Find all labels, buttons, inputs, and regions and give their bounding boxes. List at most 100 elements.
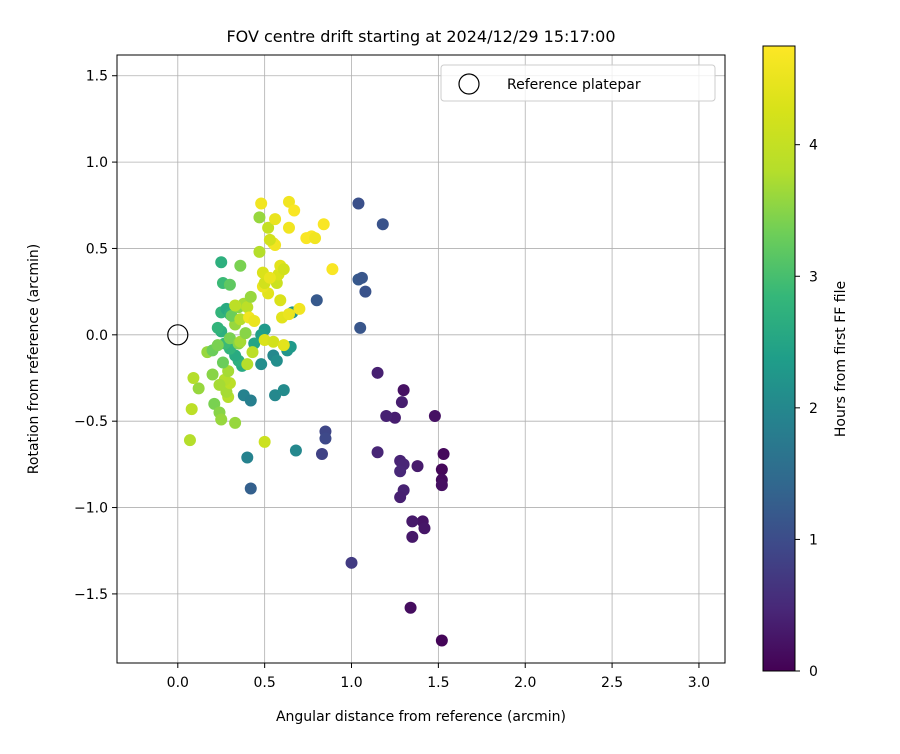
data-point bbox=[258, 435, 271, 448]
data-point bbox=[310, 294, 323, 307]
data-point bbox=[277, 263, 290, 276]
data-point bbox=[289, 444, 302, 457]
colorbar: 0 1 2 3 4 Hours from first FF file bbox=[762, 45, 849, 680]
data-point bbox=[222, 365, 235, 378]
y-axis-label: Rotation from reference (arcmin) bbox=[26, 244, 42, 474]
data-point bbox=[187, 372, 200, 384]
data-point bbox=[229, 299, 242, 312]
data-point bbox=[213, 378, 226, 391]
data-point bbox=[270, 354, 283, 367]
data-point bbox=[206, 368, 219, 381]
data-point bbox=[244, 290, 257, 303]
data-point bbox=[215, 256, 228, 269]
data-point bbox=[437, 448, 450, 460]
data-point bbox=[380, 410, 393, 422]
data-point bbox=[435, 634, 448, 647]
data-point bbox=[183, 434, 196, 447]
data-point bbox=[263, 271, 276, 284]
colorbar-tick-label: 3 bbox=[809, 269, 818, 285]
data-point bbox=[406, 515, 419, 528]
data-point bbox=[229, 416, 242, 429]
data-point bbox=[282, 195, 295, 208]
data-point bbox=[352, 197, 365, 210]
chart-title: FOV centre drift starting at 2024/12/29 … bbox=[226, 27, 615, 46]
data-point bbox=[263, 233, 276, 246]
data-point bbox=[269, 213, 282, 226]
data-point bbox=[246, 346, 259, 359]
legend-entry-reference: Reference platepar bbox=[507, 77, 641, 93]
data-point bbox=[253, 211, 266, 224]
colorbar-tick-label: 0 bbox=[809, 664, 818, 680]
reference-platepar-marker bbox=[167, 324, 189, 346]
data-point bbox=[406, 530, 419, 543]
data-point bbox=[215, 413, 228, 426]
data-point bbox=[394, 465, 407, 478]
x-tick-label: 2.0 bbox=[514, 675, 536, 691]
data-point bbox=[192, 382, 205, 395]
grid-lines bbox=[117, 55, 725, 663]
data-point bbox=[267, 335, 280, 348]
data-point bbox=[277, 339, 290, 352]
x-tick-label: 3.0 bbox=[688, 675, 710, 691]
data-point bbox=[241, 358, 254, 371]
data-point bbox=[395, 396, 408, 409]
data-point bbox=[317, 218, 330, 231]
data-point bbox=[185, 403, 198, 416]
y-tick-label: −1.5 bbox=[74, 587, 108, 603]
y-tick-label: 0.5 bbox=[86, 241, 108, 257]
data-point bbox=[255, 197, 268, 210]
data-point bbox=[359, 285, 372, 298]
data-point bbox=[208, 397, 221, 410]
data-point bbox=[418, 522, 431, 535]
colorbar-tick-label: 4 bbox=[809, 138, 818, 154]
x-tick-label: 1.5 bbox=[427, 675, 449, 691]
data-point bbox=[244, 482, 257, 495]
data-point bbox=[216, 356, 229, 369]
data-point bbox=[315, 448, 328, 460]
data-point bbox=[211, 339, 224, 352]
data-point bbox=[211, 321, 224, 334]
y-tick-label: 1.0 bbox=[86, 155, 108, 171]
legend-marker-reference bbox=[458, 73, 480, 95]
data-point bbox=[404, 601, 417, 614]
data-point bbox=[262, 221, 275, 234]
data-point bbox=[234, 335, 247, 348]
y-axis: −1.5 −1.0 −0.5 0.0 0.5 1.0 1.5 bbox=[74, 69, 117, 603]
colorbar-label: Hours from first FF file bbox=[833, 281, 849, 437]
x-axis-label: Angular distance from reference (arcmin) bbox=[276, 709, 566, 725]
data-point bbox=[274, 294, 287, 307]
data-point bbox=[255, 358, 268, 371]
plot-frame bbox=[116, 54, 726, 664]
data-point bbox=[319, 432, 332, 445]
x-tick-label: 0.0 bbox=[167, 675, 189, 691]
data-point bbox=[371, 366, 384, 379]
data-point bbox=[355, 271, 368, 284]
data-point bbox=[354, 321, 367, 334]
colorbar-tick-label: 2 bbox=[809, 401, 818, 417]
data-point bbox=[376, 218, 389, 231]
data-point bbox=[239, 327, 252, 340]
y-tick-label: 0.0 bbox=[86, 328, 108, 344]
data-point bbox=[435, 479, 448, 492]
data-point bbox=[309, 232, 322, 245]
y-tick-label: 1.5 bbox=[86, 69, 108, 85]
data-point bbox=[428, 410, 441, 422]
data-point bbox=[223, 332, 236, 345]
colorbar-tick-label: 1 bbox=[809, 532, 818, 548]
colorbar-gradient bbox=[762, 45, 796, 672]
data-point bbox=[288, 204, 301, 217]
data-point bbox=[293, 302, 306, 315]
x-tick-label: 0.5 bbox=[254, 675, 276, 691]
data-point bbox=[277, 384, 290, 397]
x-tick-label: 2.5 bbox=[601, 675, 623, 691]
data-point bbox=[411, 460, 424, 473]
data-point bbox=[345, 556, 358, 569]
data-points bbox=[167, 195, 450, 647]
data-point bbox=[394, 491, 407, 504]
data-point bbox=[397, 384, 410, 397]
data-point bbox=[371, 446, 384, 459]
data-point bbox=[241, 451, 254, 464]
data-point bbox=[269, 389, 282, 402]
data-point bbox=[435, 463, 448, 476]
